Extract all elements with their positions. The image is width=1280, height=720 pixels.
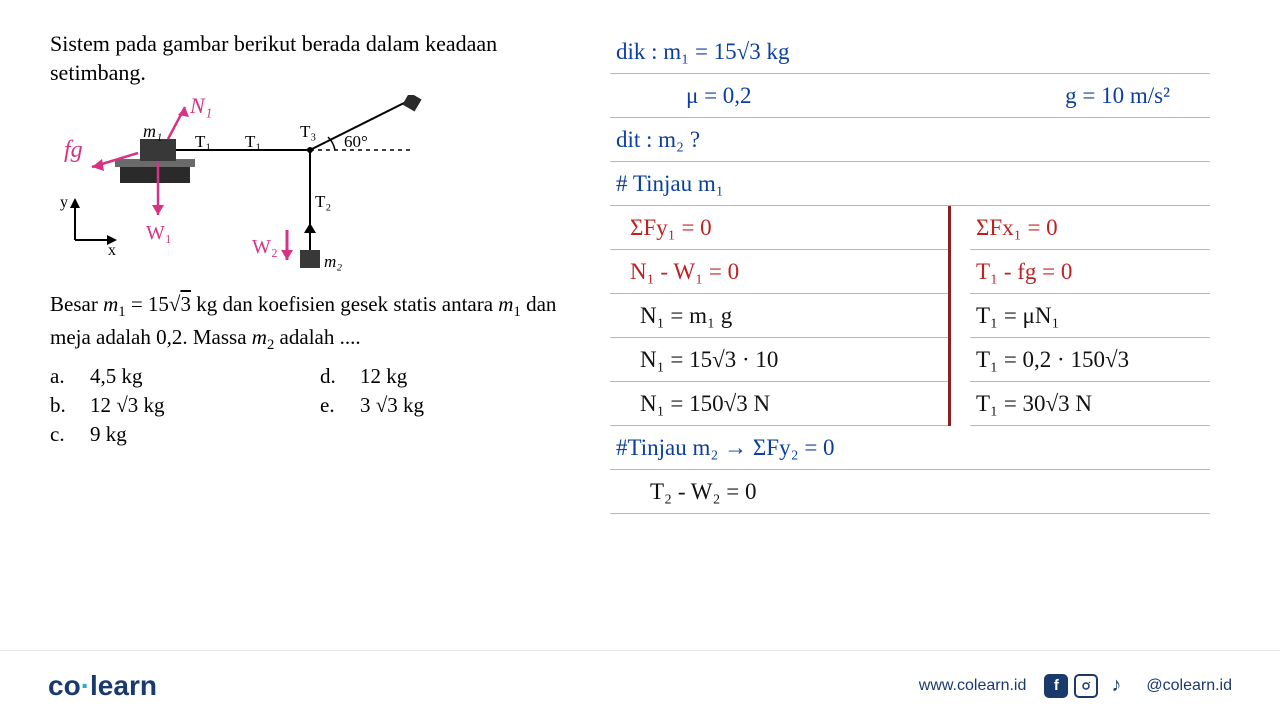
column-divider <box>948 206 951 426</box>
hw-line2: μ = 0,2 g = 10 m/s² <box>610 74 1210 118</box>
svg-text:W₁: W₁ <box>146 222 172 244</box>
hw-dik: dik : m₁ = 15√3 kg <box>610 30 1210 74</box>
question-panel: Sistem pada gambar berikut berada dalam … <box>50 30 610 640</box>
svg-text:T₂: T₂ <box>315 192 331 211</box>
svg-text:T₁: T₁ <box>245 132 261 151</box>
answer-options: a.4,5 kg d.12 kg b.12 √3 kg e.3 √3 kg c.… <box>50 364 580 447</box>
handwriting-panel: dik : m₁ = 15√3 kg μ = 0,2 g = 10 m/s² d… <box>610 30 1210 640</box>
hw-tinjau-m2: #Tinjau m₂ → ΣFy₂ = 0 <box>610 426 1210 470</box>
hw-l-2: N₁ - W₁ = 0 <box>610 250 950 294</box>
intro-line-1: Sistem pada gambar berikut berada dalam … <box>50 31 497 56</box>
social-handle: @colearn.id <box>1146 677 1232 695</box>
main-container: Sistem pada gambar berikut berada dalam … <box>0 0 1280 640</box>
option-c: c.9 kg <box>50 422 310 447</box>
svg-text:W₂: W₂ <box>252 236 278 258</box>
hw-r-4: T₁ = 0,2 · 150√3 <box>970 338 1210 382</box>
hw-tinjau-m1: # Tinjau m₁ <box>610 162 1210 206</box>
footer: co·learn www.colearn.id f ♪ @colearn.id <box>0 650 1280 720</box>
svg-text:T₃: T₃ <box>300 122 316 141</box>
svg-text:N₁: N₁ <box>189 95 212 118</box>
option-b: b.12 √3 kg <box>50 393 310 418</box>
hw-t2w2: T₂ - W₂ = 0 <box>610 470 1210 514</box>
svg-text:T₁: T₁ <box>195 132 211 151</box>
option-d: d.12 kg <box>320 364 520 389</box>
svg-text:m₁: m₁ <box>143 121 162 141</box>
hw-r-2: T₁ - fg = 0 <box>970 250 1210 294</box>
website-link[interactable]: www.colearn.id <box>919 677 1027 695</box>
hw-l-4: N₁ = 15√3 · 10 <box>610 338 950 382</box>
hw-dit: dit : m₂ ? <box>610 118 1210 162</box>
svg-text:y: y <box>60 194 68 211</box>
option-e: e.3 √3 kg <box>320 393 520 418</box>
svg-text:x: x <box>108 242 116 259</box>
question-intro: Sistem pada gambar berikut berada dalam … <box>50 30 580 87</box>
hw-l-3: N₁ = m₁ g <box>610 294 950 338</box>
problem-statement: Besar m1 = 15√3 kg dan koefisien gesek s… <box>50 290 580 356</box>
hw-col-left: ΣFy₁ = 0 N₁ - W₁ = 0 N₁ = m₁ g N₁ = 15√3… <box>610 206 950 426</box>
physics-diagram: N₁ fg m₁ T₁ T₁ T₃ 60° T₂ W₁ W₂ m₂ y x <box>50 95 490 280</box>
hw-r-3: T₁ = μN₁ <box>970 294 1210 338</box>
colearn-logo: co·learn <box>48 670 157 702</box>
social-icons: f ♪ <box>1044 674 1128 698</box>
facebook-icon[interactable]: f <box>1044 674 1068 698</box>
svg-text:m₂: m₂ <box>324 252 342 271</box>
instagram-icon[interactable] <box>1074 674 1098 698</box>
hw-r-5: T₁ = 30√3 N <box>970 382 1210 426</box>
hw-r-1: ΣFx₁ = 0 <box>970 206 1210 250</box>
hw-col-right: ΣFx₁ = 0 T₁ - fg = 0 T₁ = μN₁ T₁ = 0,2 ·… <box>950 206 1210 426</box>
tiktok-icon[interactable]: ♪ <box>1104 674 1128 698</box>
footer-right: www.colearn.id f ♪ @colearn.id <box>919 674 1232 698</box>
hw-l-1: ΣFy₁ = 0 <box>610 206 950 250</box>
svg-text:fg: fg <box>64 137 83 163</box>
intro-line-2: setimbang. <box>50 60 146 85</box>
diagram-svg: N₁ fg m₁ T₁ T₁ T₃ 60° T₂ W₁ W₂ m₂ y x <box>50 95 490 280</box>
hw-two-column: ΣFy₁ = 0 N₁ - W₁ = 0 N₁ = m₁ g N₁ = 15√3… <box>610 206 1210 426</box>
option-a: a.4,5 kg <box>50 364 310 389</box>
svg-text:60°: 60° <box>344 132 368 151</box>
hw-l-5: N₁ = 150√3 N <box>610 382 950 426</box>
